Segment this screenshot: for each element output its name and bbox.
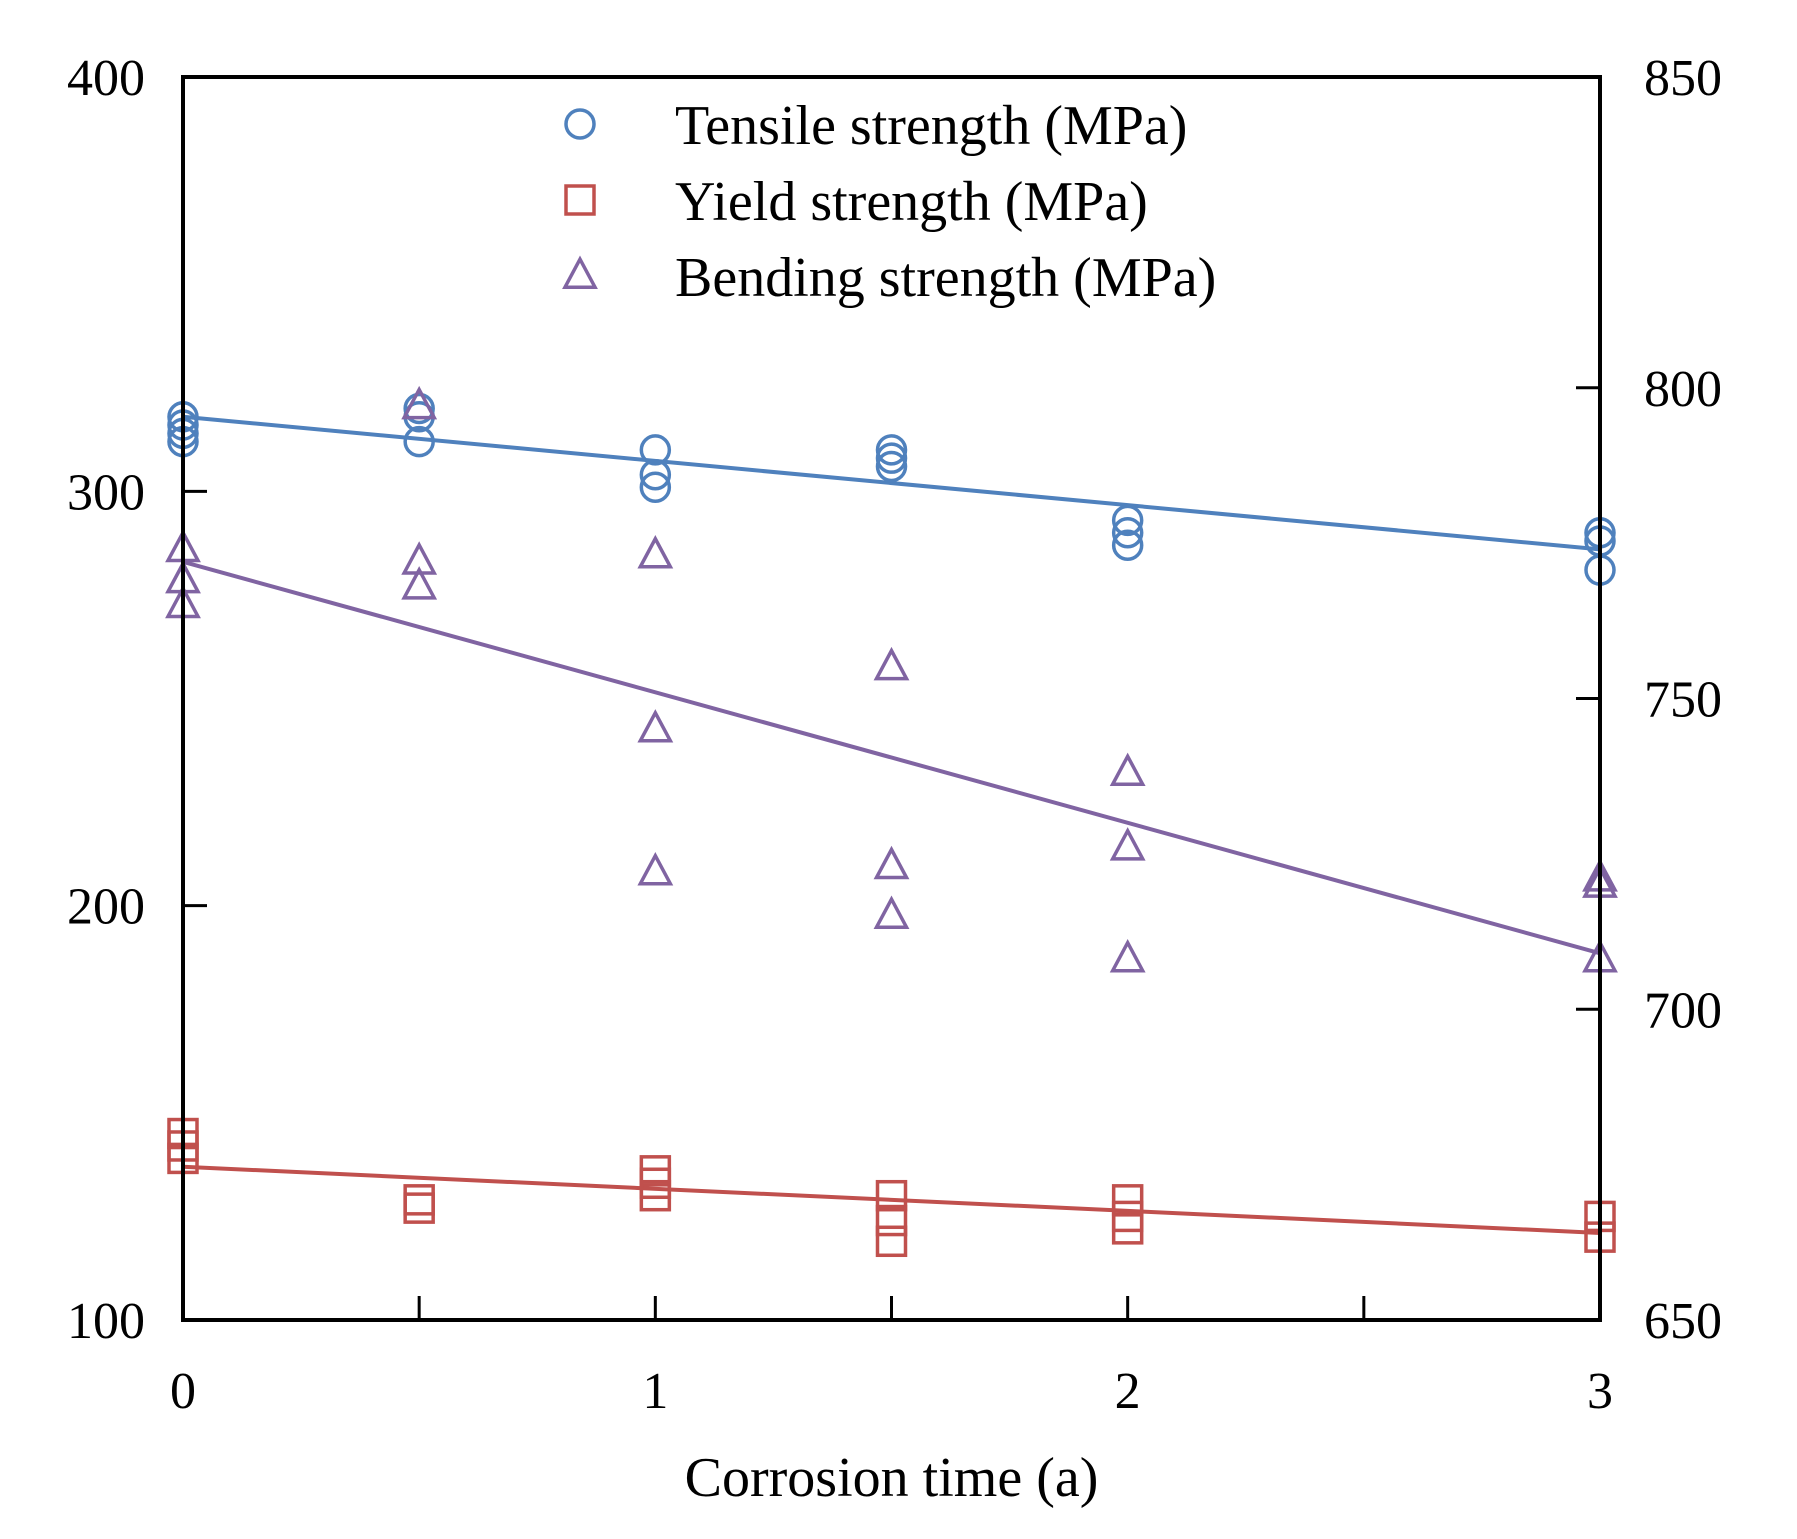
circle-series-point [875, 442, 908, 474]
triangle-series-fit-line [182, 559, 1601, 956]
y-left-tick-label-100: 100 [67, 1293, 145, 1350]
square-series-fit-line [182, 1164, 1601, 1235]
circle-series-point [639, 459, 672, 491]
triangle-series-point [637, 709, 674, 743]
y-right-tick-label-850: 850 [1644, 50, 1722, 107]
circle-series-point [639, 471, 672, 503]
y-right-tick-label-700: 700 [1644, 982, 1722, 1039]
square-series-point [875, 1225, 908, 1258]
y-left-tick-label-300: 300 [67, 464, 145, 521]
circle-series-point [1111, 504, 1144, 537]
legend-label-square: Yield strength (MPa) [675, 171, 1148, 233]
y-left-tick-label-400: 400 [67, 50, 145, 107]
triangle-series-point [401, 566, 438, 600]
x-tick-label-1: 1 [642, 1363, 668, 1420]
x-tick-label-0: 0 [170, 1363, 196, 1420]
y-right-tick-label-750: 750 [1644, 672, 1722, 729]
square-series-point [403, 1184, 435, 1216]
data-points-layer [165, 385, 1618, 1258]
triangle-series-point [637, 535, 674, 569]
legend-label-circle: Tensile strength (MPa) [675, 95, 1187, 157]
triangle-series-point [873, 895, 910, 929]
triangle-series-point [873, 845, 910, 880]
fit-lines-layer [182, 414, 1601, 1235]
triangle-series-point [1109, 752, 1146, 787]
square-series-point [403, 1192, 435, 1224]
circle-series-point [403, 425, 435, 458]
square-series-point [875, 1204, 908, 1237]
legend: Tensile strength (MPa) Yield strength (MP… [562, 95, 1216, 309]
circle-series-point [875, 434, 908, 466]
legend-square-marker [564, 184, 596, 216]
y-left-tick-label-200: 200 [67, 879, 145, 936]
circle-series-point [875, 450, 908, 483]
circle-series-point [1111, 529, 1144, 561]
triangle-series-point [401, 385, 438, 420]
x-axis-title: Corrosion time (a) [685, 1447, 1099, 1509]
square-series-point [639, 1179, 672, 1212]
triangle-series-point [873, 646, 910, 681]
legend-label-triangle: Bending strength (MPa) [675, 247, 1216, 309]
triangle-series-point [1109, 939, 1146, 973]
triangle-series-point [1109, 827, 1146, 861]
y-right-tick-label-800: 800 [1644, 361, 1722, 418]
legend-triangle-marker [562, 255, 598, 289]
y-right-tick-label-650: 650 [1644, 1293, 1722, 1350]
circle-series-point [403, 392, 435, 425]
axis-ticks-layer: 0 1 2 3 100 200 300 400 650 700 750 800 850 [67, 50, 1722, 1420]
circle-series-fit-line [182, 414, 1601, 552]
circle-series-point [1111, 517, 1144, 549]
legend-circle-marker [564, 108, 596, 140]
square-series-point [875, 1179, 908, 1212]
x-tick-label-3: 3 [1587, 1363, 1613, 1420]
square-series-point [1111, 1213, 1144, 1245]
x-tick-label-2: 2 [1115, 1363, 1141, 1420]
circle-series-point [639, 434, 672, 466]
triangle-series-point [637, 852, 674, 886]
